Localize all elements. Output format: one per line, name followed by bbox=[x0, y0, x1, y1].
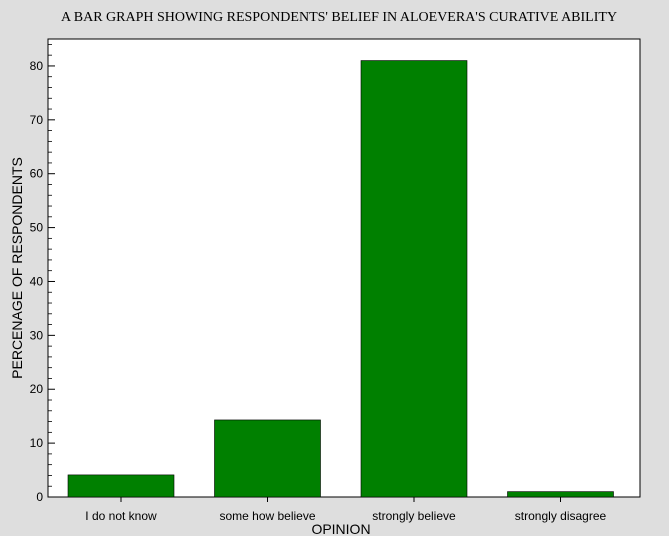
bar-0 bbox=[67, 474, 175, 498]
y-tick-label-4: 40 bbox=[30, 274, 44, 288]
bar-1 bbox=[214, 419, 321, 498]
y-axis-ticks: 0 10 20 30 40 50 60 70 80 bbox=[30, 43, 55, 504]
bars-group bbox=[67, 60, 614, 498]
x-tick-label-0: I do not know bbox=[85, 509, 157, 523]
bar-3 bbox=[507, 491, 614, 498]
y-axis-label: PERCENAGE OF RESPONDENTS bbox=[9, 157, 25, 379]
x-tick-label-2: strongly believe bbox=[372, 509, 456, 523]
plot-area bbox=[47, 38, 641, 498]
y-tick-label-1: 10 bbox=[30, 436, 44, 450]
y-tick-label-8: 80 bbox=[30, 59, 44, 73]
bar-2 bbox=[360, 60, 468, 498]
chart-title: A BAR GRAPH SHOWING RESPONDENTS' BELIEF … bbox=[61, 10, 617, 25]
x-tick-label-3: strongly disagree bbox=[515, 509, 607, 523]
x-axis-ticks: I do not know some how believe strongly be… bbox=[85, 497, 607, 523]
y-tick-label-2: 20 bbox=[30, 382, 44, 396]
y-tick-label-0: 0 bbox=[36, 490, 43, 504]
y-tick-label-3: 30 bbox=[30, 328, 44, 342]
y-tick-label-7: 70 bbox=[30, 113, 44, 127]
x-axis-label: OPINION bbox=[311, 521, 370, 536]
y-tick-label-6: 60 bbox=[30, 167, 44, 181]
x-tick-label-1: some how believe bbox=[219, 509, 315, 523]
y-tick-label-5: 50 bbox=[30, 221, 44, 235]
